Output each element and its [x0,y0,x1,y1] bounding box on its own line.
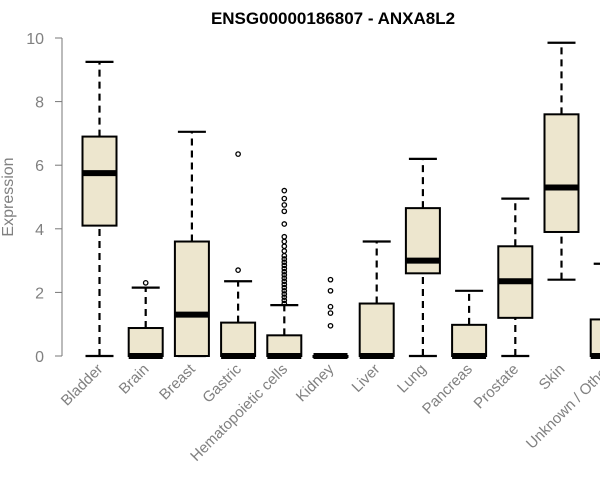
outlier-point [327,322,334,329]
x-tick-label: Breast [156,360,199,403]
y-tick-label: 0 [35,349,44,366]
outlier-point [281,187,288,194]
x-tick-label: Brain [116,361,153,398]
x-tick-label: Prostate [471,361,523,413]
outlier-point [327,310,334,316]
box-group [266,187,303,359]
box-series [81,41,600,359]
outlier-point [281,278,288,285]
outlier-point [281,275,288,281]
outlier-point [281,291,288,297]
box-group [220,151,257,359]
x-tick-label: Kidney [293,360,338,405]
box-group [497,197,534,358]
box-group [451,289,488,359]
x-tick-label: Skin [536,361,569,394]
outlier-point [281,248,288,254]
box-group [543,41,580,281]
y-tick-label: 10 [26,31,44,48]
iqr-box [127,327,164,357]
box-group [127,280,164,359]
outlier-point [281,294,288,301]
x-tick-label: Lung [394,361,430,397]
outlier-point [281,221,288,227]
y-axis-label: Expression [0,157,17,236]
x-tick-label: Liver [349,361,384,396]
outlier-point [327,303,334,310]
iqr-box [173,240,210,358]
iqr-box [220,321,257,357]
outlier-point [327,287,334,294]
iqr-box [358,302,395,357]
box-group [358,240,395,359]
outlier-point [281,284,288,291]
y-axis-ticks: 0 2 4 6 8 10 [26,31,62,366]
y-tick-label: 8 [35,95,44,112]
box-group [312,276,349,359]
outlier-point [281,195,288,202]
outlier-point [281,208,288,215]
iqr-box [81,135,118,227]
outlier-point [281,233,288,240]
outlier-point [281,268,288,275]
outlier-point [281,202,288,208]
outlier-point [281,259,288,266]
iqr-box [266,334,303,357]
y-tick-label: 2 [35,285,44,302]
outlier-point [281,262,288,269]
y-tick-label: 4 [35,222,44,239]
outlier-point [281,281,288,288]
x-tick-label: Bladder [58,361,107,410]
iqr-box [451,323,488,357]
box-group [81,60,118,358]
outlier-point [235,267,241,273]
x-tick-label: Gastric [199,360,245,406]
outlier-point [281,297,288,304]
box-group [589,262,600,359]
x-tick-label: Pancreas [419,361,476,418]
iqr-box [543,113,580,233]
outlier-point [281,256,288,262]
outlier-point [235,151,241,157]
outlier-point [281,272,288,278]
outlier-point [281,265,288,272]
outlier-point [281,300,288,307]
y-tick-label: 6 [35,158,44,175]
box-group [404,157,441,358]
box-group [173,130,210,358]
outlier-point [281,243,288,250]
outlier-point [281,287,288,294]
outlier-point [142,280,149,286]
chart-title: ENSG00000186807 - ANXA8L2 [211,9,455,28]
outlier-point [327,276,334,283]
iqr-box [589,318,600,357]
outlier-point [281,238,288,245]
